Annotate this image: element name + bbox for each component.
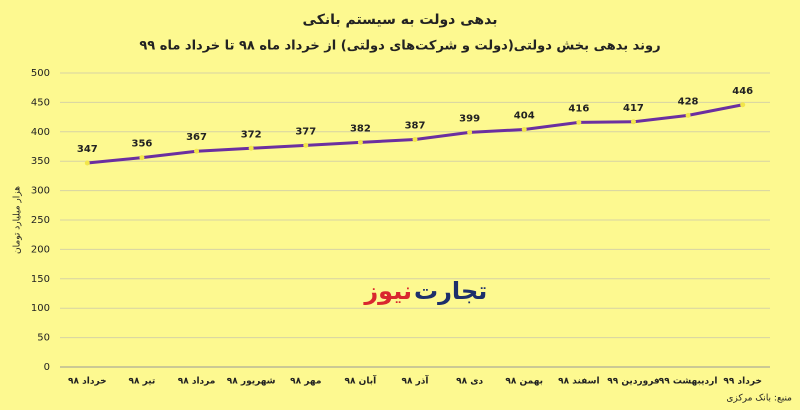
marker [248, 145, 254, 151]
data-label: 382 [350, 123, 371, 134]
x-tick-label: اسفند ۹۸ [558, 377, 599, 387]
chart-title: بدهی دولت به سیستم بانکی [303, 12, 498, 28]
marker [685, 112, 691, 118]
data-label: 404 [514, 110, 535, 121]
y-tick-label: 0 [44, 362, 50, 373]
data-label: 367 [186, 132, 207, 143]
marker [357, 139, 363, 145]
marker [521, 126, 527, 132]
x-tick-label: مهر ۹۸ [290, 377, 321, 387]
y-tick-label: 300 [31, 186, 50, 197]
source: منبع: بانک مرکزی [726, 394, 792, 404]
chart-subtitle: روند بدهی بخش دولتی(دولت و شرکت‌های دولت… [139, 39, 660, 54]
marker [303, 142, 309, 148]
x-tick-label: خرداد ۹۹ [723, 377, 762, 387]
data-label: 399 [459, 113, 480, 124]
data-label: 377 [295, 126, 316, 137]
data-label: 372 [241, 129, 262, 140]
data-label: 416 [568, 103, 589, 114]
logo-blue: تجارت [414, 277, 487, 305]
y-tick-label: 400 [31, 127, 50, 138]
marker [412, 136, 418, 142]
y-tick-label: 500 [31, 68, 50, 79]
marker [740, 102, 746, 108]
x-tick-label: آذر ۹۸ [401, 375, 429, 387]
data-label: 387 [405, 120, 426, 131]
marker [576, 119, 582, 125]
y-tick-label: 100 [31, 303, 50, 314]
x-tick-label: بهمن ۹۸ [505, 377, 543, 387]
data-label: 428 [678, 96, 699, 107]
marker [467, 129, 473, 135]
x-tick-label: دی ۹۸ [456, 377, 483, 387]
marker [84, 160, 90, 166]
x-tick-label: مرداد ۹۸ [178, 377, 216, 387]
marker [194, 148, 200, 154]
data-label: 347 [77, 144, 98, 155]
y-tick-label: 50 [37, 333, 50, 344]
x-tick-label: شهریور ۹۸ [227, 377, 276, 387]
x-tick-label: فروردین ۹۹ [607, 377, 660, 387]
y-tick-label: 250 [31, 215, 50, 226]
x-tick-label: اردیبهشت ۹۹ [659, 377, 718, 387]
x-tick-label: تیر ۹۸ [129, 377, 156, 387]
data-label: 417 [623, 103, 644, 114]
y-tick-label: 150 [31, 274, 50, 285]
y-tick-label: 350 [31, 156, 50, 167]
marker [139, 155, 145, 161]
x-tick-label: آبان ۹۸ [345, 375, 378, 387]
y-tick-label: 450 [31, 97, 50, 108]
marker [630, 119, 636, 125]
x-tick-label: خرداد ۹۸ [68, 377, 107, 387]
data-label: 356 [131, 139, 152, 150]
y-axis-label: هزار میلیارد تومان [13, 186, 23, 254]
logo-red: نیوز [363, 277, 412, 305]
y-tick-label: 200 [31, 244, 50, 255]
data-label: 446 [732, 86, 753, 97]
